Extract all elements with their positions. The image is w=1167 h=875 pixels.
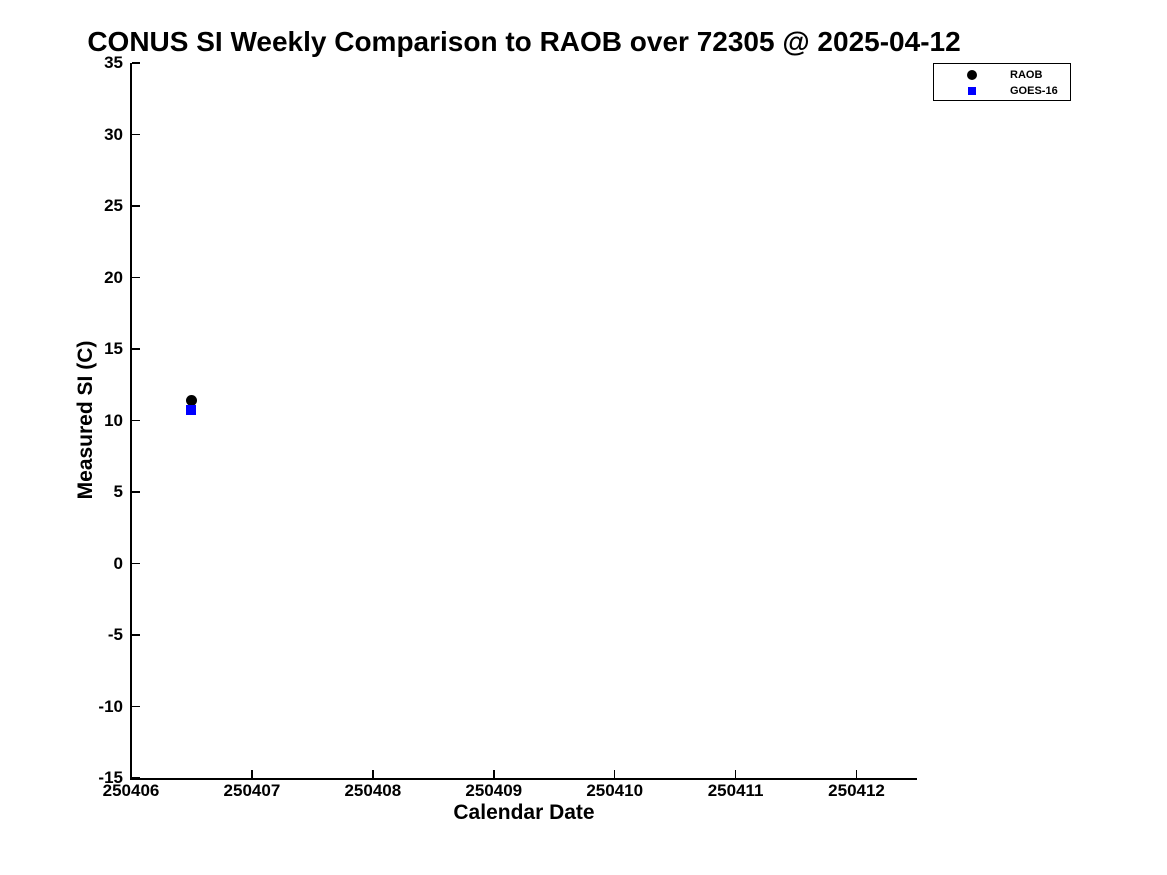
- x-tick: [613, 770, 616, 778]
- y-tick: [132, 348, 140, 350]
- x-tick: [855, 770, 858, 778]
- x-tick: [493, 770, 495, 778]
- goes-16-marker-icon: [968, 86, 976, 95]
- y-tick-label: 25: [104, 196, 123, 215]
- y-tick: [132, 777, 140, 779]
- y-tick: [132, 205, 140, 207]
- data-point-raob: [185, 394, 197, 406]
- x-tick-label: 250407: [223, 781, 281, 800]
- y-tick-label: -15: [98, 768, 123, 787]
- y-tick: [132, 562, 140, 565]
- raob-marker-icon: [967, 69, 977, 80]
- y-tick: [132, 62, 140, 64]
- y-axis-spine: [130, 63, 132, 780]
- y-tick: [132, 705, 140, 708]
- x-axis-spine: [130, 778, 917, 780]
- legend-label-goes-16: GOES-16: [1010, 84, 1058, 97]
- x-tick-label: 250412: [828, 781, 885, 800]
- x-tick-label: 250410: [586, 781, 644, 800]
- data-point-goes-16: [186, 405, 197, 416]
- chart-title: CONUS SI Weekly Comparison to RAOB over …: [87, 26, 961, 57]
- y-tick: [132, 491, 140, 493]
- legend-item-raob: RAOB: [934, 67, 1070, 83]
- legend-item-goes-16: GOES-16: [934, 83, 1070, 99]
- x-tick: [130, 770, 132, 778]
- y-tick: [132, 133, 140, 136]
- x-tick-label: 250411: [707, 781, 764, 800]
- legend-label-raob: RAOB: [1010, 68, 1043, 81]
- y-tick-label: 10: [104, 410, 123, 430]
- y-tick-label: 15: [104, 339, 123, 358]
- y-tick-label: 30: [104, 124, 123, 144]
- y-tick-label: -5: [107, 625, 123, 644]
- x-tick-label: 250406: [102, 781, 160, 800]
- y-tick-label: -10: [98, 696, 123, 716]
- x-tick: [734, 770, 737, 778]
- y-tick-label: 5: [113, 482, 123, 501]
- legend: RAOB GOES-16: [933, 63, 1071, 101]
- x-tick: [372, 770, 374, 778]
- x-tick-label: 250408: [344, 781, 402, 800]
- y-tick: [132, 276, 140, 279]
- y-tick: [132, 419, 140, 422]
- y-tick-label: 35: [104, 53, 123, 72]
- y-tick-label: 0: [113, 553, 123, 573]
- x-axis-label: Calendar Date: [453, 801, 595, 824]
- y-tick-label: 20: [104, 267, 123, 287]
- x-tick-label: 250409: [465, 781, 523, 800]
- x-tick: [251, 770, 253, 778]
- y-tick: [132, 634, 140, 636]
